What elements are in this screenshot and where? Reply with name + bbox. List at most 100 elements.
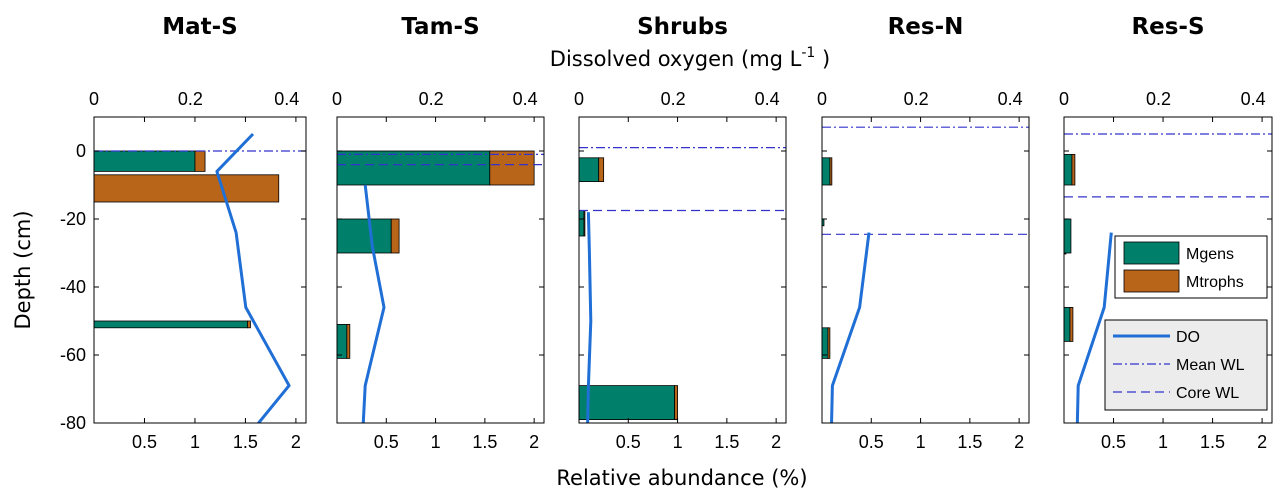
bottom-tick-label: 1: [431, 432, 441, 452]
mtrophs-bar: [1069, 306, 1074, 342]
panel-title: Tam-S: [401, 14, 479, 40]
bottom-tick-label: 1: [190, 432, 200, 452]
bottom-axis-label: Relative abundance (%): [556, 466, 807, 490]
legend-mtrophs-label: Mtrophs: [1186, 274, 1244, 291]
mtrophs-bar: [346, 323, 351, 359]
mgens-bar: [1064, 306, 1071, 342]
panels-layer: Mat-S 0.5 1 1.5 2 0 0.2 0.4 0 -20 -40 -60 -80 Tam-S 0.…: [60, 14, 1273, 452]
mtrophs-bar: [829, 157, 833, 186]
mgens-bar: [579, 210, 585, 237]
mgens-bar: [337, 218, 392, 254]
panel-0-frame: [93, 116, 307, 424]
y-tick-label: -40: [60, 277, 86, 297]
panel-4-plot-area: [1064, 133, 1272, 423]
do-profile-line: [586, 212, 593, 423]
bottom-tick-label: 2: [291, 432, 301, 452]
do-profile-line: [1075, 232, 1113, 423]
top-tick-label: 0: [1059, 89, 1069, 109]
panel-title: Res-N: [888, 14, 964, 40]
bottom-tick-label: 0.5: [132, 432, 157, 452]
mgens-bar: [579, 385, 676, 421]
mtrophs-bar: [674, 385, 678, 421]
top-tick-label: 0: [817, 89, 827, 109]
bottom-tick-label: 1.5: [957, 432, 982, 452]
do-profile-line: [361, 184, 386, 423]
panel-0-plot-area: [94, 132, 306, 423]
bottom-tick-label: 0.5: [616, 432, 641, 452]
top-axis-label-end: ): [815, 47, 830, 71]
do-profile-line: [215, 132, 291, 423]
legend-mgens-label: Mgens: [1186, 246, 1234, 263]
y-tick-label: 0: [76, 141, 86, 161]
bottom-tick-label: 1: [673, 432, 683, 452]
bottom-tick-label: 2: [1014, 432, 1024, 452]
panel-2-frame: [578, 116, 787, 424]
mgens-bar: [1064, 153, 1073, 186]
legend-mgens-swatch: [1123, 241, 1180, 265]
panel-1-frame: [336, 116, 545, 424]
top-tick-label: 0: [332, 89, 342, 109]
mtrophs-bar: [1071, 153, 1076, 186]
mgens-bar: [337, 323, 348, 359]
left-axis-label: Depth (cm): [11, 210, 35, 329]
mtrophs-bar: [827, 327, 831, 359]
bottom-tick-label: 2: [1257, 432, 1267, 452]
legend-mtrophs-swatch: [1123, 269, 1180, 293]
legend-mean-wl-label: Mean WL: [1176, 357, 1245, 374]
mtrophs-bar: [247, 320, 251, 329]
mtrophs-bar: [194, 150, 206, 172]
top-tick-label: 0.4: [513, 89, 538, 109]
top-tick-label: 0.2: [178, 89, 203, 109]
top-axis-label-superscript: -1: [801, 45, 815, 61]
top-tick-label: 0.2: [1146, 89, 1171, 109]
mtrophs-bar: [390, 218, 400, 254]
mgens-bar: [1064, 218, 1072, 254]
panel-title: Shrubs: [637, 14, 728, 40]
bottom-tick-label: 2: [771, 432, 781, 452]
mgens-bar: [94, 150, 196, 172]
bottom-tick-label: 0.5: [1101, 432, 1126, 452]
top-tick-label: 0.4: [274, 89, 299, 109]
legend: Mgens Mtrophs DO Mean WL Core WL: [1104, 235, 1268, 411]
top-tick-label: 0: [89, 89, 99, 109]
bottom-tick-label: 1.5: [472, 432, 497, 452]
do-profile-line: [830, 232, 871, 423]
mtrophs-bar: [94, 174, 280, 203]
y-tick-label: -80: [60, 413, 86, 433]
mgens-bar: [337, 150, 491, 186]
mgens-bar: [822, 157, 831, 186]
top-tick-label: 0.4: [755, 89, 780, 109]
top-axis-label: Dissolved oxygen (mg L-1 ): [550, 45, 830, 71]
legend-do-label: DO: [1176, 329, 1200, 346]
bottom-tick-label: 0.5: [859, 432, 884, 452]
bottom-tick-label: 2: [529, 432, 539, 452]
panel-title: Mat-S: [162, 14, 238, 40]
bottom-tick-label: 0.5: [374, 432, 399, 452]
legend-core-wl-label: Core WL: [1176, 385, 1239, 402]
bottom-tick-label: 1.5: [233, 432, 258, 452]
bottom-tick-label: 1: [1158, 432, 1168, 452]
top-tick-label: 0.2: [661, 89, 686, 109]
panel-3-frame: [821, 116, 1030, 424]
panel-4-frame: [1063, 116, 1273, 424]
mtrophs-bar: [489, 150, 535, 186]
panel-2-plot-area: [579, 147, 786, 423]
mgens-bar: [822, 327, 829, 359]
panel-3-plot-area: [822, 126, 1029, 423]
panel-1-plot-area: [337, 150, 544, 423]
y-tick-label: -20: [60, 209, 86, 229]
bottom-tick-label: 1: [916, 432, 926, 452]
mgens-bar: [579, 157, 600, 183]
mtrophs-bar: [583, 210, 586, 237]
y-tick-label: -60: [60, 345, 86, 365]
top-tick-label: 0.2: [904, 89, 929, 109]
panel-title: Res-S: [1131, 14, 1204, 40]
top-tick-label: 0: [574, 89, 584, 109]
mgens-bar: [94, 320, 248, 329]
mtrophs-bar: [598, 157, 605, 183]
top-tick-label: 0.4: [1241, 89, 1266, 109]
bottom-tick-label: 1.5: [1200, 432, 1225, 452]
bottom-tick-label: 1.5: [714, 432, 739, 452]
top-tick-label: 0.4: [998, 89, 1023, 109]
